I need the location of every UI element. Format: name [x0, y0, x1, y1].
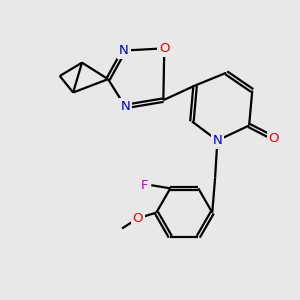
Text: O: O [268, 132, 279, 145]
Text: N: N [212, 134, 222, 147]
Text: O: O [133, 212, 143, 225]
Text: N: N [120, 100, 130, 113]
Text: N: N [119, 44, 129, 57]
Text: F: F [140, 179, 148, 192]
Text: O: O [159, 42, 169, 55]
